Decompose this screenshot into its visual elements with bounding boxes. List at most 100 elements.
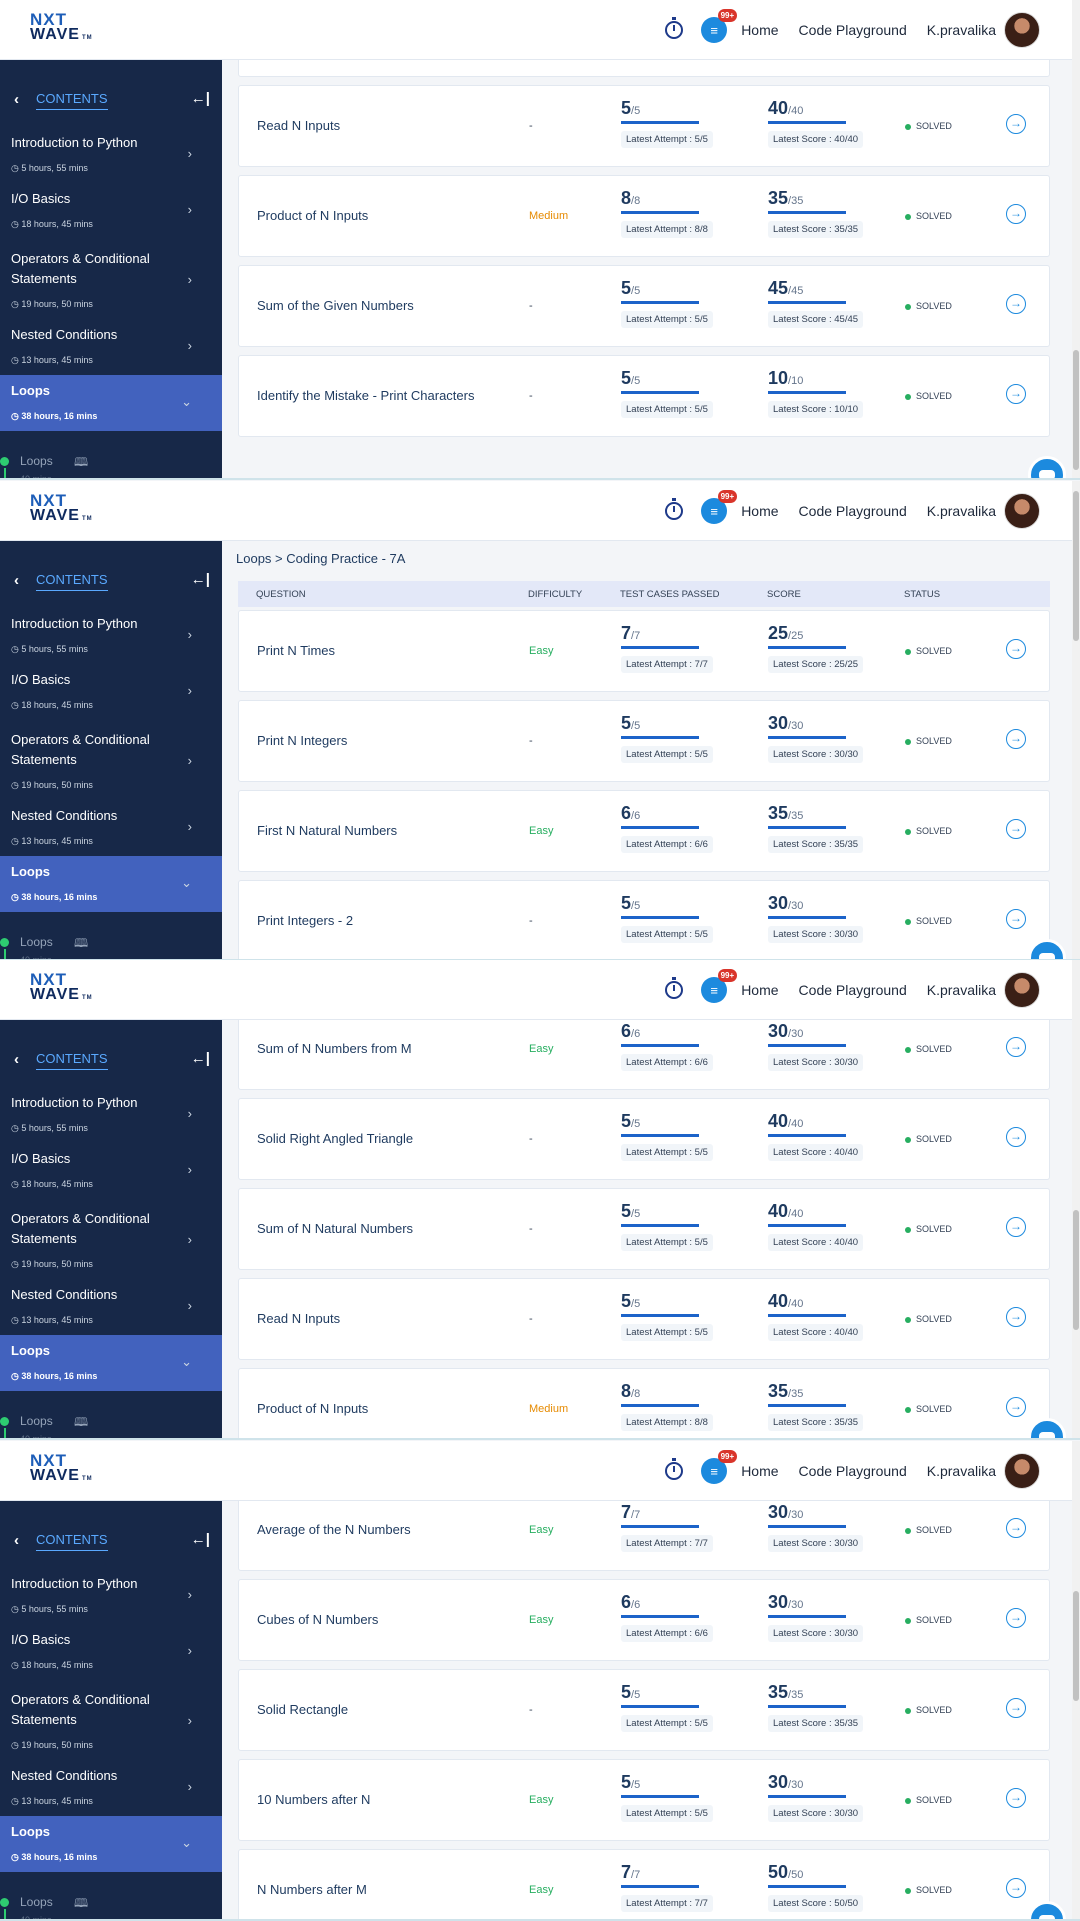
breadcrumb[interactable]: Loops > Coding Practice - 7A [236, 551, 406, 566]
sidebar-module[interactable]: Nested Conditions 13 hours, 45 mins › [0, 1279, 222, 1335]
sidebar-module[interactable]: I/O Basics 18 hours, 45 mins › [0, 664, 222, 720]
chevron-right-icon[interactable]: › [187, 338, 192, 353]
username[interactable]: K.pravalika [926, 1463, 996, 1479]
arrow-right-circle-icon[interactable]: → [1006, 1518, 1026, 1538]
sidebar-module[interactable]: Loops 38 hours, 16 mins ⌄ [0, 856, 222, 912]
scrollbar[interactable] [1072, 0, 1080, 478]
table-row[interactable]: Sum of N Numbers from M Easy 6/6 Latest Att… [238, 1020, 1050, 1090]
stopwatch-icon[interactable] [665, 17, 684, 39]
question-name[interactable]: Product of N Inputs [257, 1401, 369, 1416]
table-row[interactable]: Product of N Inputs Medium 8/8 Latest Attem… [238, 1368, 1050, 1438]
table-row[interactable]: Product of N Inputs Medium 8/8 Latest Attem… [238, 175, 1050, 257]
chevron-right-icon[interactable]: › [187, 202, 192, 217]
chevron-down-icon[interactable]: ⌄ [181, 1354, 192, 1369]
question-name[interactable]: Print Integers - 2 [257, 913, 354, 928]
sidebar-module[interactable]: Introduction to Python 5 hours, 55 mins › [0, 1568, 222, 1624]
table-row[interactable]: Average of the N Numbers Easy 7/7 Latest At… [238, 1501, 1050, 1571]
chevron-right-icon[interactable]: › [187, 1713, 192, 1728]
chevron-down-icon[interactable]: ⌄ [181, 875, 192, 890]
arrow-right-circle-icon[interactable]: → [1006, 1217, 1026, 1237]
chevron-right-icon[interactable]: › [187, 819, 192, 834]
username[interactable]: K.pravalika [926, 982, 996, 998]
nav-home-link[interactable]: Home [741, 503, 779, 519]
table-row[interactable]: Read N Inputs - 5/5 Latest Attempt : 5/5 40/… [238, 1278, 1050, 1360]
sidebar-module[interactable]: I/O Basics 18 hours, 45 mins › [0, 183, 222, 239]
arrow-right-circle-icon[interactable]: → [1006, 819, 1026, 839]
table-row[interactable]: Identify the Mistake - Print Characters -… [238, 355, 1050, 437]
question-name[interactable]: Cubes of N Numbers [257, 1612, 379, 1627]
chevron-left-icon[interactable]: ‹ [14, 572, 19, 589]
chevron-right-icon[interactable]: › [187, 272, 192, 287]
arrow-right-circle-icon[interactable]: → [1006, 1397, 1026, 1417]
contents-label[interactable]: CONTENTS [36, 91, 108, 110]
stopwatch-icon[interactable] [665, 498, 684, 520]
stopwatch-icon[interactable] [665, 1458, 684, 1480]
sidebar-module[interactable]: Loops 38 hours, 16 mins ⌄ [0, 1335, 222, 1391]
sidebar-sub-item-loops[interactable]: Loops 🕮 40 mins [0, 450, 222, 478]
chevron-down-icon[interactable]: ⌄ [181, 1835, 192, 1850]
chat-icon[interactable]: ≡ 99+ [701, 490, 738, 524]
question-name[interactable]: First N Natural Numbers [257, 823, 398, 838]
question-name[interactable]: Solid Rectangle [257, 1702, 349, 1717]
question-name[interactable]: Identify the Mistake - Print Characters [257, 388, 475, 403]
sidebar-module[interactable]: Introduction to Python 5 hours, 55 mins › [0, 1087, 222, 1143]
collapse-sidebar-icon[interactable]: ←| [190, 1050, 210, 1067]
question-name[interactable]: Read N Inputs [257, 118, 341, 133]
chevron-right-icon[interactable]: › [187, 1779, 192, 1794]
scrollbar-thumb[interactable] [1073, 350, 1079, 470]
chevron-right-icon[interactable]: › [187, 1643, 192, 1658]
scrollbar[interactable] [1072, 960, 1080, 1438]
sidebar-sub-item-loops[interactable]: Loops 🕮 40 mins [0, 931, 222, 959]
table-row[interactable]: Cubes of N Numbers Easy 6/6 Latest Attempt … [238, 1579, 1050, 1661]
sidebar-module[interactable]: Introduction to Python 5 hours, 55 mins › [0, 127, 222, 183]
chevron-right-icon[interactable]: › [187, 1298, 192, 1313]
table-row[interactable]: Solid Rectangle - 5/5 Latest Attempt : 5/5 3… [238, 1669, 1050, 1751]
chat-icon[interactable]: ≡ 99+ [701, 1450, 738, 1484]
avatar[interactable] [1004, 1453, 1040, 1489]
sidebar-module[interactable]: Nested Conditions 13 hours, 45 mins › [0, 319, 222, 375]
sidebar-module[interactable]: Loops 38 hours, 16 mins ⌄ [0, 375, 222, 431]
contents-label[interactable]: CONTENTS [36, 572, 108, 591]
chevron-right-icon[interactable]: › [187, 1106, 192, 1121]
arrow-right-circle-icon[interactable]: → [1006, 1698, 1026, 1718]
nxtwave-logo[interactable]: NXT WAVE TM [30, 1451, 93, 1484]
sidebar-sub-item-loops[interactable]: Loops 🕮 40 mins [0, 1410, 222, 1438]
avatar[interactable] [1004, 972, 1040, 1008]
question-name[interactable]: Print N Integers [257, 733, 348, 748]
question-name[interactable]: Read N Inputs [257, 1311, 341, 1326]
arrow-right-circle-icon[interactable]: → [1006, 729, 1026, 749]
scrollbar-thumb[interactable] [1073, 1210, 1079, 1330]
sidebar-module[interactable]: Introduction to Python 5 hours, 55 mins › [0, 608, 222, 664]
chat-icon[interactable]: ≡ 99+ [701, 969, 738, 1003]
question-name[interactable]: Average of the N Numbers [257, 1522, 411, 1537]
sidebar-sub-item-loops[interactable]: Loops 🕮 40 mins [0, 1891, 222, 1919]
nxtwave-logo[interactable]: NXT WAVE TM [30, 10, 93, 43]
arrow-right-circle-icon[interactable]: → [1006, 639, 1026, 659]
collapse-sidebar-icon[interactable]: ←| [190, 1531, 210, 1548]
table-row[interactable]: N Numbers after M Easy 7/7 Latest Attempt :… [238, 1849, 1050, 1919]
table-row[interactable]: Solid Right Angled Triangle - 5/5 Latest At… [238, 1098, 1050, 1180]
nav-home-link[interactable]: Home [741, 982, 779, 998]
arrow-right-circle-icon[interactable]: → [1006, 114, 1026, 134]
chevron-right-icon[interactable]: › [187, 1232, 192, 1247]
chevron-right-icon[interactable]: › [187, 1162, 192, 1177]
arrow-right-circle-icon[interactable]: → [1006, 294, 1026, 314]
arrow-right-circle-icon[interactable]: → [1006, 1608, 1026, 1628]
nav-home-link[interactable]: Home [741, 22, 779, 38]
sidebar-module[interactable]: Operators & Conditional Statements 19 hou… [0, 243, 222, 319]
sidebar-module[interactable]: Operators & Conditional Statements 19 hou… [0, 724, 222, 800]
chevron-left-icon[interactable]: ‹ [14, 1532, 19, 1549]
contents-label[interactable]: CONTENTS [36, 1532, 108, 1551]
nav-home-link[interactable]: Home [741, 1463, 779, 1479]
chevron-right-icon[interactable]: › [187, 1587, 192, 1602]
arrow-right-circle-icon[interactable]: → [1006, 1878, 1026, 1898]
arrow-right-circle-icon[interactable]: → [1006, 1788, 1026, 1808]
sidebar-module[interactable]: Loops 38 hours, 16 mins ⌄ [0, 1816, 222, 1872]
arrow-right-circle-icon[interactable]: → [1006, 909, 1026, 929]
table-row[interactable]: 10 Numbers after N Easy 5/5 Latest Attempt … [238, 1759, 1050, 1841]
table-row[interactable]: Print Integers - 2 - 5/5 Latest Attempt : 5… [238, 880, 1050, 959]
question-name[interactable]: Product of N Inputs [257, 208, 369, 223]
scrollbar[interactable] [1072, 481, 1080, 959]
nav-code-playground-link[interactable]: Code Playground [798, 1463, 907, 1479]
